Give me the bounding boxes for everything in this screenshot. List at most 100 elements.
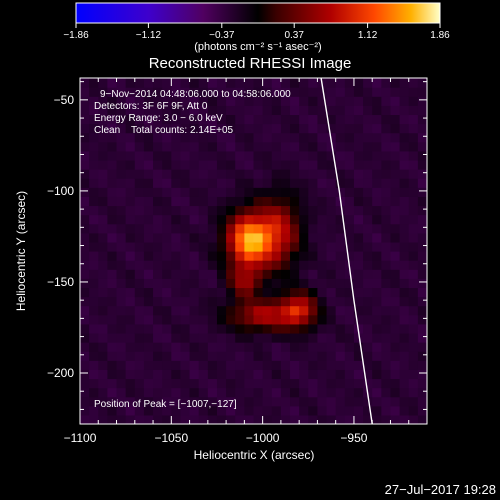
- heatmap-cell: [143, 314, 154, 325]
- heatmap-cell: [399, 378, 410, 389]
- heatmap-cell: [153, 342, 163, 352]
- heatmap-cell: [198, 269, 209, 279]
- heatmap-cell: [253, 159, 264, 170]
- heatmap-cell: [381, 87, 392, 97]
- heatmap-cell: [253, 150, 264, 161]
- heatmap-cell: [381, 260, 392, 270]
- heatmap-cell: [216, 269, 227, 279]
- heatmap-cell: [216, 305, 227, 316]
- heatmap-cell: [226, 396, 236, 407]
- heatmap-cell: [317, 387, 328, 398]
- heatmap-cell: [153, 223, 163, 234]
- heatmap-cell: [317, 323, 328, 334]
- heatmap-cell: [290, 323, 300, 334]
- heatmap-cell: [116, 360, 127, 370]
- heatmap-cell: [107, 314, 118, 325]
- heatmap-cell: [107, 150, 118, 161]
- heatmap-cell: [89, 323, 99, 334]
- heatmap-cell: [134, 241, 145, 252]
- heatmap-cell: [244, 114, 255, 125]
- heatmap-cell: [271, 169, 282, 179]
- heatmap-cell: [235, 296, 245, 307]
- heatmap-cell: [290, 387, 300, 398]
- heatmap-cell: [399, 123, 410, 134]
- heatmap-cell: [80, 314, 90, 325]
- heatmap-cell: [226, 87, 236, 97]
- heatmap-cell: [363, 369, 373, 380]
- heatmap-cell: [89, 223, 99, 234]
- heatmap-cell: [381, 78, 392, 88]
- heatmap-cell: [189, 360, 200, 370]
- heatmap-cell: [363, 205, 373, 216]
- heatmap-cell: [280, 360, 291, 370]
- heatmap-cell: [335, 87, 346, 97]
- heatmap-cell: [116, 105, 127, 116]
- heatmap-cell: [381, 196, 392, 207]
- heatmap-cell: [335, 205, 346, 216]
- heatmap-cell: [308, 114, 319, 125]
- heatmap-cell: [390, 378, 401, 389]
- heatmap-cell: [299, 78, 309, 88]
- heatmap-cell: [198, 287, 209, 298]
- heatmap-cell: [299, 105, 309, 116]
- heatmap-cell: [399, 305, 410, 316]
- heatmap-cell: [353, 414, 364, 424]
- heatmap-cell: [244, 196, 255, 207]
- heatmap-cell: [399, 387, 410, 398]
- heatmap-cell: [153, 396, 163, 407]
- heatmap-cell: [335, 241, 346, 252]
- heatmap-cell: [125, 287, 136, 298]
- heatmap-cell: [317, 96, 328, 106]
- heatmap-cell: [180, 169, 191, 179]
- heatmap-cell: [116, 414, 127, 424]
- heatmap-cell: [153, 105, 163, 116]
- heatmap-cell: [399, 296, 410, 307]
- heatmap-cell: [198, 169, 209, 179]
- heatmap-cell: [372, 241, 382, 252]
- heatmap-cell: [262, 150, 273, 161]
- heatmap-cell: [353, 269, 364, 279]
- heatmap-cell: [125, 105, 136, 116]
- heatmap-cell: [299, 87, 309, 97]
- heatmap-cell: [399, 187, 410, 197]
- heatmap-cell: [335, 223, 346, 234]
- heatmap-cell: [189, 396, 200, 407]
- heatmap-cell: [417, 114, 427, 125]
- heatmap-cell: [98, 342, 108, 352]
- heatmap-cell: [399, 205, 410, 216]
- heatmap-cell: [299, 159, 309, 170]
- heatmap-cell: [143, 87, 154, 97]
- heatmap-cell: [198, 332, 209, 343]
- heatmap-cell: [262, 114, 273, 125]
- heatmap-cell: [134, 278, 145, 289]
- heatmap-cell: [107, 169, 118, 179]
- heatmap-cell: [372, 105, 382, 116]
- heatmap-cell: [417, 141, 427, 152]
- heatmap-cell: [408, 296, 419, 307]
- heatmap-cell: [262, 278, 273, 289]
- heatmap-cell: [244, 169, 255, 179]
- heatmap-cell: [262, 342, 273, 352]
- heatmap-cell: [207, 360, 218, 370]
- heatmap-cell: [326, 269, 337, 279]
- heatmap-cell: [226, 223, 236, 234]
- colorbar-tick-label: −1.86: [63, 30, 89, 41]
- heatmap-cell: [280, 378, 291, 389]
- heatmap-cell: [290, 251, 300, 261]
- heatmap-cell: [244, 269, 255, 279]
- heatmap-cell: [335, 232, 346, 243]
- heatmap-cell: [244, 123, 255, 134]
- heatmap-cell: [216, 141, 227, 152]
- heatmap-cell: [317, 269, 328, 279]
- heatmap-cell: [235, 132, 245, 143]
- heatmap-cell: [344, 132, 355, 143]
- heatmap-cell: [143, 332, 154, 343]
- annotation-detectors: Detectors: 3F 6F 9F, Att 0: [94, 101, 208, 112]
- heatmap-cell: [372, 96, 382, 106]
- heatmap-cell: [80, 278, 90, 289]
- heatmap-cell: [353, 369, 364, 380]
- heatmap-cell: [180, 141, 191, 152]
- heatmap-cell: [417, 378, 427, 389]
- heatmap-cell: [253, 387, 264, 398]
- heatmap-cell: [317, 87, 328, 97]
